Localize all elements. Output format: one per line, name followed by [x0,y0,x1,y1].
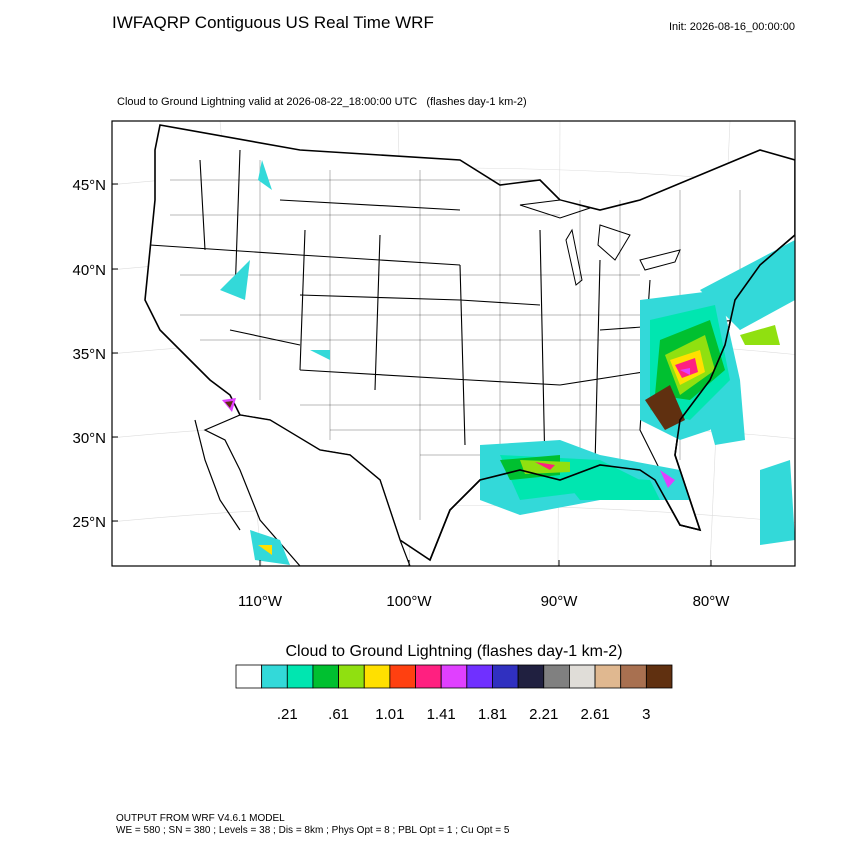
lon-label: 80°W [693,593,731,610]
colorbar-label: 1.41 [427,706,456,723]
colorbar-box [440,664,468,689]
footer-line: OUTPUT FROM WRF V4.6.1 MODEL [116,813,285,824]
colorbar-box [543,664,570,689]
colorbar-box [466,664,493,689]
colorbar-box [569,664,596,689]
colorbar-box [312,664,339,689]
title: IWFAQRP Contiguous US Real Time WRF [112,13,434,32]
colorbar-label: 1.01 [375,706,404,723]
lon-label: 100°W [386,593,432,610]
colorbar-title: Cloud to Ground Lightning (flashes day-1… [285,643,622,660]
footer-line: WE = 580 ; SN = 380 ; Levels = 38 ; Dis … [116,825,510,836]
colorbar-box [286,664,314,689]
lat-label: 30°N [72,430,106,447]
colorbar-label: 2.61 [580,706,609,723]
colorbar-box [338,664,365,689]
lat-label: 40°N [72,262,106,279]
colorbar-box [517,664,545,689]
lon-label: 90°W [541,593,579,610]
colorbar-label: .21 [277,706,298,723]
colorbar-box [594,664,622,689]
colorbar-box [645,664,673,689]
lat-label: 25°N [72,514,106,531]
subtitle: Cloud to Ground Lightning valid at 2026-… [117,96,527,108]
lat-label: 35°N [72,346,106,363]
map: 45°N 40°N 35°N 30°N 25°N 110°W 100°W 90°W 80°W [72,120,796,610]
colorbar-label: .61 [328,706,349,723]
colorbar-label: 3 [642,706,650,723]
colorbar: .21 .61 1.01 1.41 1.81 2.21 2.61 3 [235,664,673,723]
colorbar-box [363,664,391,689]
colorbar-label: 2.21 [529,706,558,723]
colorbar-box [415,664,442,689]
colorbar-box [620,664,647,689]
lon-label: 110°W [238,593,283,610]
colorbar-box [235,664,263,689]
colorbar-label: 1.81 [478,706,507,723]
init-time: Init: 2026-08-16_00:00:00 [669,21,795,33]
colorbar-box [492,664,519,689]
lat-label: 45°N [72,177,106,194]
colorbar-box [389,664,416,689]
colorbar-box [261,664,288,689]
